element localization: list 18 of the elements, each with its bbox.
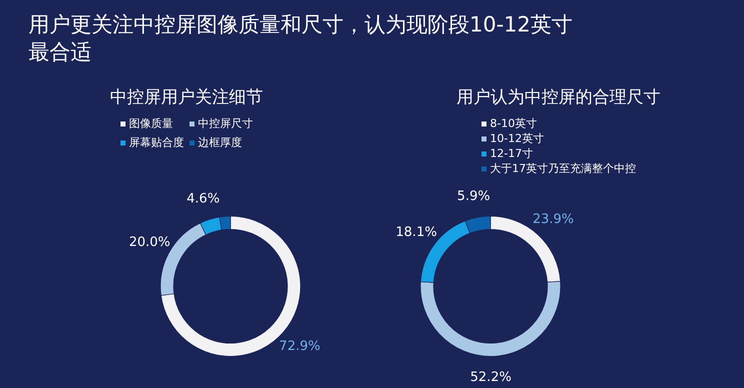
legend-label: 10-12英寸 [490, 131, 544, 146]
data-label: 5.9% [457, 188, 490, 204]
data-label: 23.9% [532, 212, 574, 227]
data-label: 4.6% [186, 192, 220, 207]
chart-title: 用户认为中控屏的合理尺寸 [456, 88, 660, 108]
data-label: 18.1% [396, 224, 437, 240]
legend-label: 12-17寸 [490, 146, 533, 161]
text: 用户更关注中控屏图像质量和尺寸，认为现阶段10-12英寸最合适 [28, 12, 573, 64]
legend-label: 中控屏尺寸 [198, 116, 253, 131]
legend-label: 边框厚度 [198, 135, 242, 150]
legend-label: 大于17英寸乃至充满整个中控 [490, 161, 636, 176]
data-label: 52.2% [470, 370, 512, 386]
data-label: 20.0% [128, 235, 170, 250]
chart-title: 中控屏用户关注细节 [110, 88, 263, 108]
legend-label: 图像质量 [129, 116, 173, 131]
data-label: 72.9% [279, 338, 320, 354]
legend-label: 8-10英寸 [490, 116, 537, 131]
legend-label: 屏幕贴合度 [129, 135, 184, 150]
